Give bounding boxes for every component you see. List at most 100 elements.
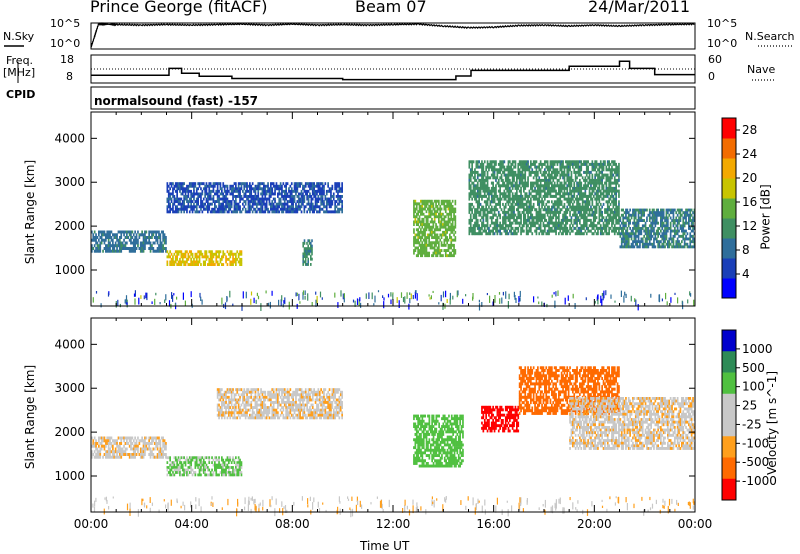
power-cell: [198, 210, 201, 214]
power-cell: [442, 217, 444, 221]
power-cell: [665, 242, 668, 246]
power-cell: [584, 192, 587, 196]
power-cell: [128, 233, 131, 237]
power-cell: [222, 263, 225, 266]
power-cell: [605, 165, 608, 169]
power-cell: [468, 165, 471, 169]
power-cell: [454, 217, 457, 221]
power-cell: [532, 176, 535, 180]
power-scatter-mark: [603, 290, 605, 299]
power-cell: [604, 218, 606, 222]
power-cell: [618, 232, 620, 236]
power-cell: [573, 194, 576, 198]
power-cell: [590, 192, 592, 196]
power-cell: [433, 236, 436, 239]
power-cell: [211, 207, 213, 211]
power-region-2: [166, 182, 343, 214]
power-cell: [506, 176, 508, 180]
power-cell: [524, 186, 527, 190]
power-cell: [193, 192, 195, 196]
power-cell: [637, 227, 640, 230]
power-scatter-mark: [658, 294, 660, 302]
power-cell: [139, 241, 142, 245]
power-cell: [688, 237, 690, 241]
power-scatter-mark: [256, 292, 258, 297]
power-cell: [509, 160, 511, 164]
power-cell: [549, 181, 552, 185]
power-cell: [317, 187, 320, 191]
power-cell: [297, 182, 300, 186]
power-cell: [506, 181, 508, 185]
power-cell: [488, 186, 490, 190]
power-cell: [169, 187, 171, 191]
power-cell: [563, 186, 566, 190]
power-cell: [431, 212, 433, 216]
power-cell: [553, 160, 556, 164]
power-cell: [587, 226, 589, 230]
power-cell: [588, 200, 591, 204]
power-cell: [201, 205, 204, 209]
power-cell: [489, 232, 492, 236]
power-cell: [173, 187, 176, 191]
power-cell: [337, 210, 339, 214]
power-cell: [165, 238, 167, 242]
power-cell: [428, 243, 430, 247]
power-cell: [432, 241, 435, 245]
power-cell: [552, 165, 555, 169]
power-cell: [331, 202, 334, 206]
power-cell: [471, 226, 473, 230]
power-cell: [110, 249, 113, 253]
power-scatter-mark: [465, 294, 467, 297]
power-cell: [660, 240, 662, 244]
power-cell: [559, 226, 562, 230]
power-cell: [608, 192, 610, 196]
power-cell: [483, 192, 486, 196]
power-cell: [623, 242, 626, 246]
power-cell: [307, 257, 309, 261]
power-cell: [479, 192, 482, 196]
power-cell: [613, 176, 616, 180]
power-cell: [267, 207, 269, 211]
power-cell: [230, 205, 233, 209]
power-cell: [503, 226, 506, 230]
power-cell: [521, 165, 524, 169]
power-cell: [535, 210, 538, 214]
power-cell: [509, 194, 511, 198]
power-cell: [195, 197, 198, 201]
power-cell: [552, 178, 555, 182]
power-cell: [158, 244, 160, 248]
power-cell: [662, 240, 665, 244]
power-cell: [134, 241, 136, 245]
power-scatter-mark: [501, 297, 503, 304]
power-cell: [580, 168, 583, 172]
power-cell: [307, 249, 309, 253]
power-cell: [602, 232, 605, 236]
power-cell: [682, 229, 685, 233]
power-cell: [615, 165, 617, 169]
power-cell: [321, 189, 324, 193]
power-cell: [173, 252, 176, 256]
power-cell: [339, 207, 342, 211]
power-scatter-mark: [406, 292, 408, 299]
power-cell: [689, 242, 692, 246]
power-cell: [528, 189, 531, 193]
power-cell: [205, 192, 208, 196]
power-cell: [303, 187, 306, 191]
power-cell: [256, 187, 258, 191]
power-cell: [509, 170, 511, 174]
power-cell: [139, 249, 142, 253]
power-cell: [496, 197, 499, 201]
power-cell: [468, 160, 471, 164]
power-cell: [242, 202, 244, 206]
power-cell: [303, 260, 306, 264]
power-cell: [137, 238, 139, 242]
power-cell: [520, 202, 522, 206]
power-cell: [334, 187, 336, 191]
power-cell: [193, 195, 195, 198]
power-cell: [570, 178, 573, 182]
power-cell: [237, 189, 240, 193]
power-cell: [297, 184, 300, 188]
power-cell: [426, 223, 429, 226]
power-cell: [559, 176, 562, 180]
power-cell: [479, 218, 482, 222]
